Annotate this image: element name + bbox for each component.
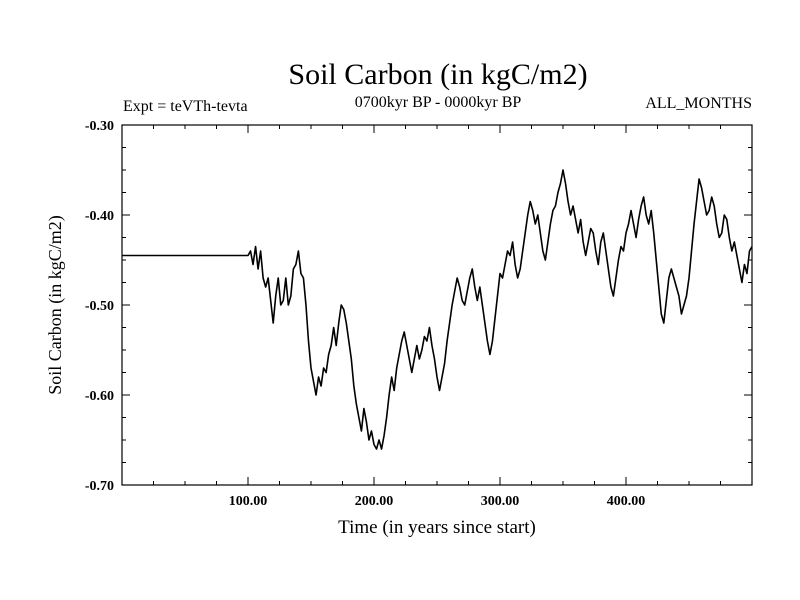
series-layer [122,169,753,450]
x-tick-label: 100.00 [229,494,268,509]
plot-frame [121,124,753,486]
x-tick-label: 300.00 [481,494,520,509]
chart-subtitle: 0700kyr BP - 0000kyr BP [355,94,522,111]
y-tick-label: -0.60 [85,389,114,404]
experiment-label: Expt = teVTh-tevta [123,98,248,115]
y-axis-label: Soil Carbon (in kgC/m2) [45,215,66,395]
y-tick-label: -0.50 [85,299,114,314]
y-tick-label: -0.40 [85,209,114,224]
y-tick-label: -0.30 [85,119,114,134]
x-tick-label: 400.00 [607,494,646,509]
x-axis-label: Time (in years since start) [338,517,536,538]
axes: 100.00 200.00 300.00 400.00 -0.30 -0.40 -0.50 -… [85,119,753,509]
y-tick-label: -0.70 [85,479,114,494]
chart-title: Soil Carbon (in kgC/m2) [288,58,587,91]
x-tick-label: 200.00 [355,494,394,509]
months-label: ALL_MONTHS [645,95,752,112]
soil-carbon-series-line [122,169,753,450]
